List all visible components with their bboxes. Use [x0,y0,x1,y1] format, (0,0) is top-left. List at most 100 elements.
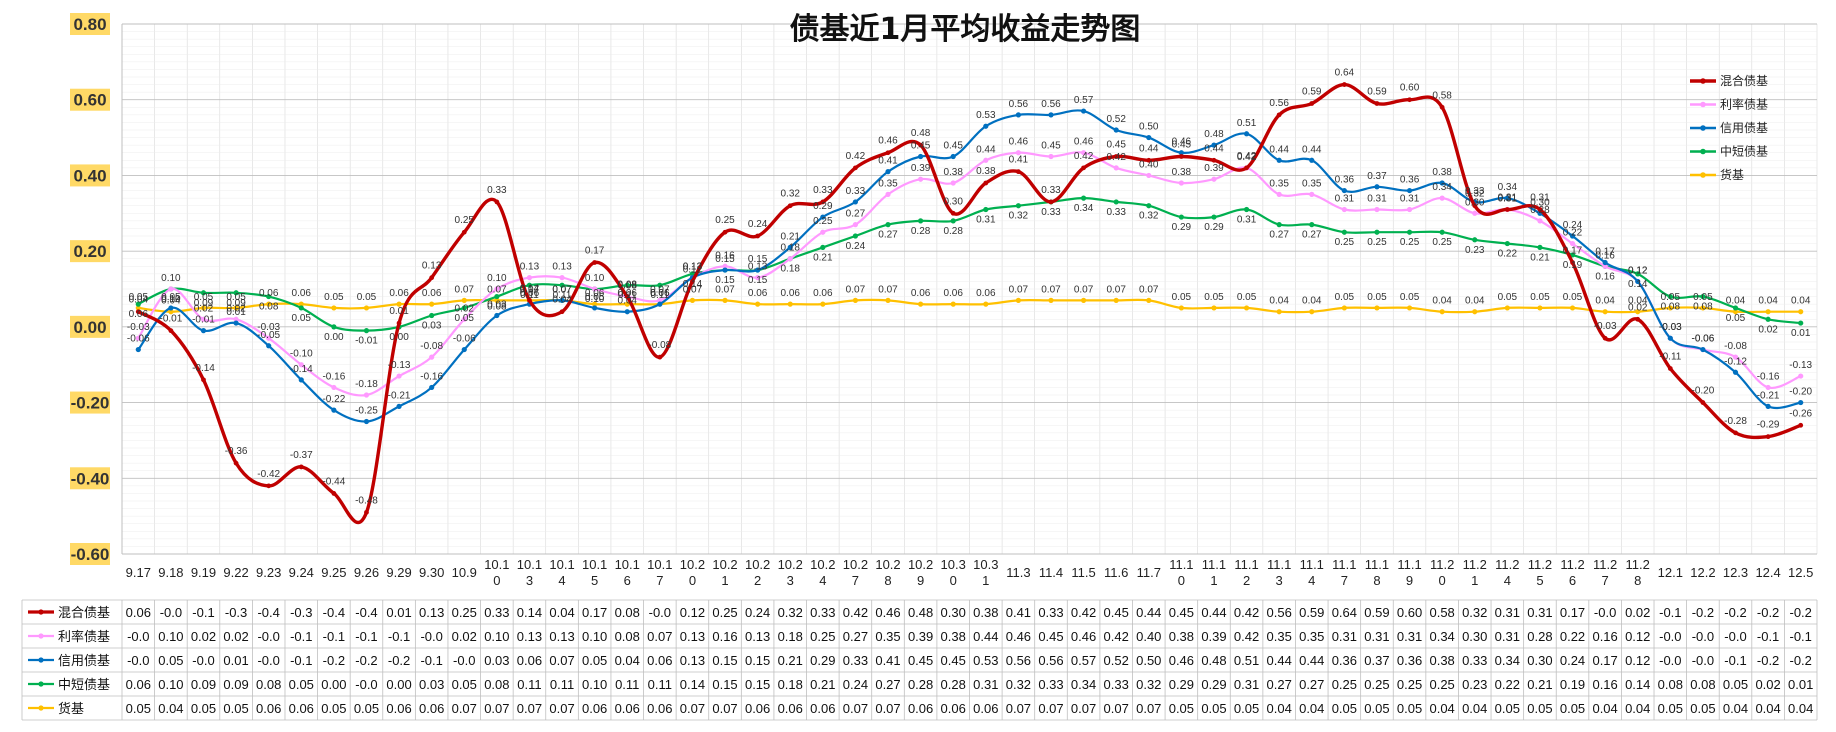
x-tick-label: 0 [689,573,696,588]
data-point [1569,240,1576,247]
table-cell: 0.13 [549,629,574,644]
table-cell: 0.32 [778,605,803,620]
legend-label: 货基 [1720,167,1744,182]
table-cell: 0.17 [1592,653,1617,668]
data-label: 0.15 [748,275,768,286]
data-point [1635,316,1641,322]
legend-label: 利率债基 [1720,97,1768,112]
data-point [1537,207,1543,212]
data-point [722,263,728,269]
table-cell: 0.42 [1234,629,1259,644]
data-label: 0.30 [1465,197,1485,208]
table-cell: 0.25 [1332,677,1357,692]
data-point [1732,369,1739,375]
data-point [1341,187,1347,194]
data-label: -0.01 [159,314,182,325]
table-cell: -0.0 [192,653,214,668]
x-tick-label: 10.1 [647,557,672,572]
data-label: 0.53 [976,110,996,121]
x-tick-label: 11.1 [1234,557,1258,572]
data-point [820,229,826,235]
table-cell: 0.04 [615,653,640,668]
table-cell: 0.37 [1364,653,1389,668]
data-label: 0.17 [1563,246,1583,257]
data-point [1080,195,1087,201]
data-label: 0.08 [618,281,638,292]
data-point [1276,309,1282,315]
table-cell: 0.46 [1071,629,1096,644]
data-point [885,297,891,303]
data-label: 0.03 [487,300,507,311]
data-point [1113,297,1119,303]
data-label: 0.07 [552,284,572,295]
data-label: 0.25 [1335,237,1355,248]
data-point [950,218,956,224]
table-cell: 0.04 [1592,701,1617,716]
data-point [461,229,467,235]
data-label: 0.25 [1432,237,1452,248]
data-point [1602,263,1608,269]
table-series-name: 利率债基 [58,629,110,644]
x-tick-label: 11.2 [1528,557,1552,572]
data-label: 0.29 [813,201,833,212]
data-label: 0.01 [226,307,246,318]
table-cell: 0.06 [647,701,672,716]
data-point [1113,127,1119,133]
x-tick-label: 7 [1602,573,1609,588]
data-point [266,483,272,489]
data-label: -0.03 [1659,322,1682,333]
data-point [559,282,565,288]
table-cell: 0.07 [680,701,705,716]
x-tick-label: 3 [1276,573,1283,588]
data-point [1309,222,1315,228]
data-point [1211,142,1217,148]
table-cell: 0.07 [1038,701,1063,716]
table-cell: 0.36 [1332,653,1357,668]
table-cell: 0.30 [1527,653,1552,668]
data-label: 0.46 [878,136,898,147]
table-cell: 0.64 [1332,605,1357,620]
x-tick-label: 9.22 [223,565,248,580]
legend-marker [1700,101,1706,108]
data-point [1504,207,1510,212]
data-label: 0.31 [1498,194,1518,205]
data-label: 0.28 [1530,205,1550,216]
table-cell: 0.07 [1136,701,1161,716]
table-cell: 0.28 [1527,629,1552,644]
table-cell: 0.44 [1201,605,1226,620]
data-point [983,180,989,186]
table-cell: 0.28 [908,677,933,692]
table-cell: -0.1 [355,629,377,644]
x-tick-label: 12.4 [1755,565,1780,580]
table-cell: 0.08 [484,677,509,692]
table-cell: -0.0 [420,629,442,644]
x-tick-label: 12.2 [1690,565,1715,580]
data-label: 0.48 [1204,129,1224,140]
data-label: 0.07 [650,284,670,295]
data-label: 0.38 [976,166,996,177]
table-cell: 0.04 [549,605,574,620]
data-point [396,301,402,307]
table-cell: 0.31 [1397,629,1422,644]
table-cell: 0.06 [810,701,835,716]
data-label: -0.06 [1692,334,1715,345]
data-point [1374,101,1380,106]
data-point [820,244,826,250]
data-label: -0.25 [355,406,378,417]
data-label: 0.57 [1074,95,1094,106]
table-cell: 0.59 [1364,605,1389,620]
x-tick-label: 9.24 [289,565,314,580]
table-cell: 0.48 [1201,653,1226,668]
table-cell: 0.10 [484,629,509,644]
data-label: 0.08 [1693,302,1713,313]
data-point [298,362,304,368]
x-tick-label: 10.2 [712,557,737,572]
table-cell: -0.0 [1594,605,1616,620]
data-point [1048,199,1054,205]
table-cell: 0.08 [1690,677,1715,692]
data-label: 0.33 [1041,207,1061,218]
table-cell: 0.42 [843,605,868,620]
data-point [592,260,598,265]
table-cell: 0.05 [1723,677,1748,692]
table-cell: 0.44 [1299,653,1324,668]
